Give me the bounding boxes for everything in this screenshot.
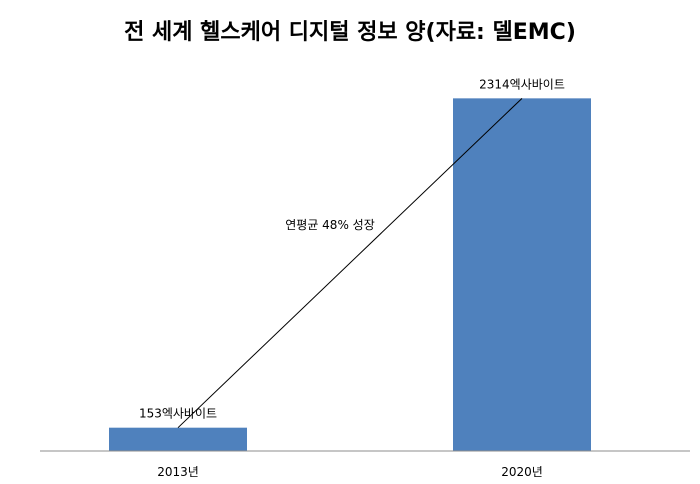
- data-label-2: 2314엑사바이트: [479, 77, 565, 91]
- plot-area: 153엑사바이트 2013년 2314엑사바이트 2020년 연평균 48% 성장: [40, 77, 690, 479]
- x-tick-label-2: 2020년: [501, 465, 543, 479]
- bar-2: [453, 98, 591, 451]
- x-tick-label-1: 2013년: [157, 465, 199, 479]
- growth-trend-line: [177, 97, 523, 429]
- chart-title: 전 세계 헬스케어 디지털 정보 양(자료: 델EMC): [124, 20, 576, 45]
- growth-annotation: 연평균 48% 성장: [285, 218, 375, 232]
- data-label-1: 153엑사바이트: [139, 407, 217, 421]
- bar-1: [109, 427, 247, 451]
